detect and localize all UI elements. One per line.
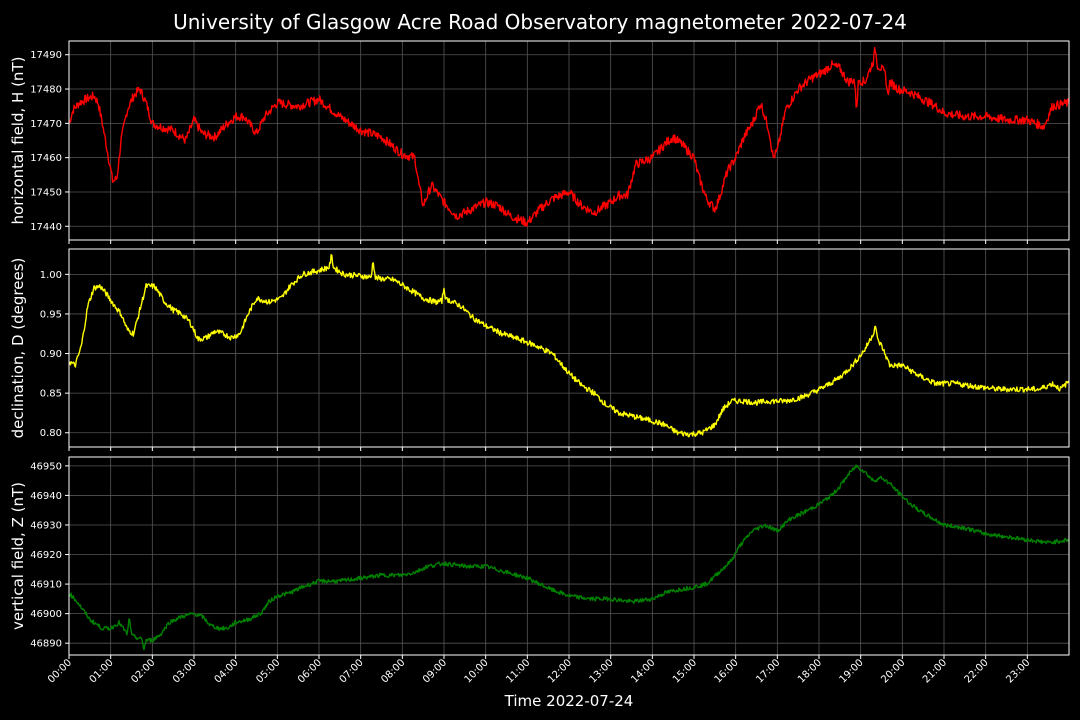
panel-horizontal: 17440 17450 17460 17470 17480 17490horizontal…	[9, 40, 1070, 244]
y-tick-label: 17460	[30, 153, 62, 164]
panel-vertical: 46890 46900 46910 46920 46930 46940 46950verti…	[9, 456, 1070, 659]
y-axis-label-horizontal: horizontal field, H (nT)	[9, 57, 27, 225]
y-tick-label: 46940	[30, 491, 62, 502]
x-tick-label: 12:00	[546, 657, 574, 685]
x-tick-labels: 00:00 01:00 02:00 03:00 04:00 05:00 06:00 07:00…	[46, 657, 1032, 685]
x-tick-label: 16:00	[713, 657, 741, 685]
y-tick-label: 46930	[30, 520, 62, 531]
y-tick-label: 17490	[30, 50, 62, 61]
x-tick-label: 00:00	[46, 657, 74, 685]
y-tick-label: 0.95	[40, 309, 62, 320]
x-tick-label: 21:00	[921, 657, 949, 685]
panel-frame	[68, 40, 1070, 241]
panel-frame	[68, 456, 1070, 656]
x-tick-label: 13:00	[588, 657, 616, 685]
x-tick-label: 05:00	[254, 657, 282, 685]
x-tick-label: 22:00	[963, 657, 991, 685]
panel-frame	[68, 248, 1070, 448]
y-tick-label: 46920	[30, 550, 62, 561]
y-tick-label: 1.00	[40, 270, 62, 281]
x-tick-label: 02:00	[129, 657, 157, 685]
x-tick-label: 14:00	[629, 657, 657, 685]
x-tick-label: 08:00	[379, 657, 407, 685]
chart-title: University of Glasgow Acre Road Observat…	[173, 10, 907, 34]
x-tick-label: 07:00	[338, 657, 366, 685]
x-tick-label: 04:00	[213, 657, 241, 685]
series-line-declination	[68, 254, 1070, 438]
x-axis-label: Time 2022-07-24	[504, 692, 634, 710]
y-axis-label-declination: declination, D (degrees)	[9, 258, 27, 439]
x-tick-label: 18:00	[796, 657, 824, 685]
y-tick-label: 17450	[30, 187, 62, 198]
y-tick-label: 46950	[30, 461, 62, 472]
x-tick-label: 19:00	[838, 657, 866, 685]
panels-group: 17440 17450 17460 17470 17480 17490horizontal…	[9, 40, 1070, 686]
y-tick-label: 0.80	[40, 428, 62, 439]
x-tick-label: 15:00	[671, 657, 699, 685]
y-tick-label: 17480	[30, 85, 62, 96]
x-tick-label: 10:00	[463, 657, 491, 685]
y-tick-label: 17440	[30, 222, 62, 233]
panel-declination: 0.80 0.85 0.90 0.95 1.00 declination, D (degr…	[9, 248, 1070, 451]
y-tick-label: 46910	[30, 580, 62, 591]
x-tick-label: 11:00	[504, 657, 532, 685]
y-tick-label: 0.85	[40, 389, 62, 400]
x-tick-label: 09:00	[421, 657, 449, 685]
y-tick-label: 0.90	[40, 349, 62, 360]
x-tick-label: 06:00	[296, 657, 324, 685]
series-line-horizontal	[68, 46, 1070, 227]
x-tick-label: 03:00	[171, 657, 199, 685]
y-axis-label-vertical: vertical field, Z (nT)	[9, 482, 27, 630]
x-tick-label: 01:00	[88, 657, 116, 685]
y-tick-label: 46890	[30, 639, 62, 650]
x-tick-label: 20:00	[879, 657, 907, 685]
x-tick-label: 23:00	[1004, 657, 1032, 685]
series-line-vertical	[68, 464, 1070, 651]
y-tick-label: 46900	[30, 609, 62, 620]
y-tick-label: 17470	[30, 119, 62, 130]
x-tick-label: 17:00	[754, 657, 782, 685]
